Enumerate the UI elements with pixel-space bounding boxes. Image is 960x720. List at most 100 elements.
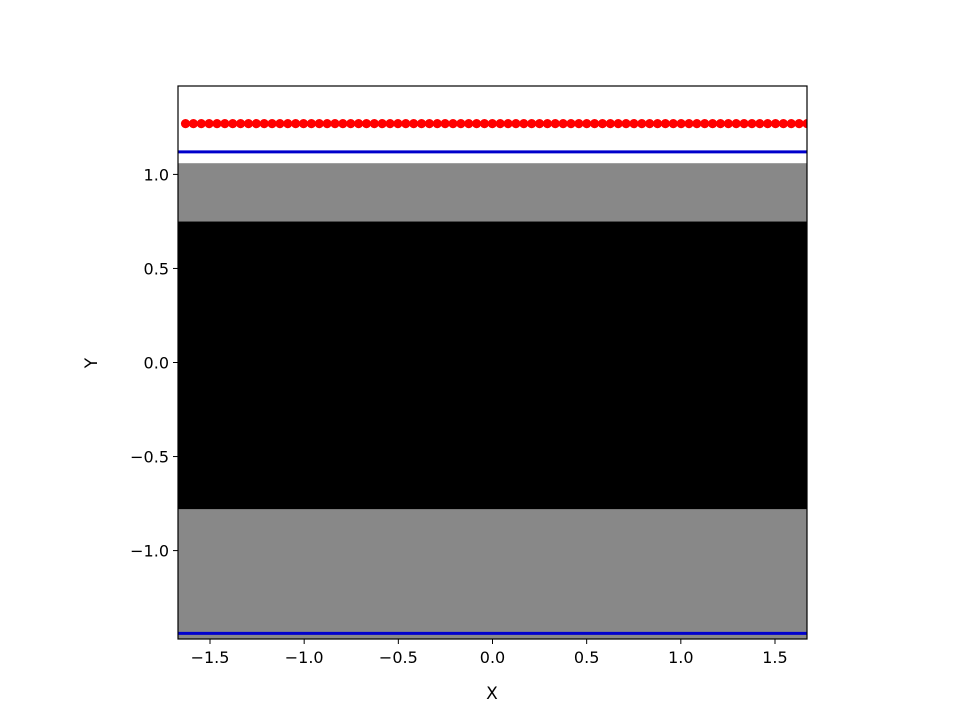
horizontal-lines — [178, 150, 807, 635]
y-tick-label: 0.0 — [144, 354, 169, 373]
scatter-point — [448, 119, 458, 129]
scatter-point — [314, 119, 324, 129]
scatter-point — [361, 119, 372, 129]
scatter-point — [574, 119, 584, 129]
heatmap-band-2 — [178, 163, 807, 222]
scatter-point — [613, 119, 623, 129]
scatter-point — [652, 119, 663, 129]
scatter-point — [527, 119, 537, 129]
scatter-point — [550, 119, 560, 129]
scatter-point — [204, 119, 214, 129]
scatter-point — [471, 119, 482, 129]
x-axis-label: X — [486, 684, 498, 704]
scatter-point — [338, 119, 348, 129]
scatter-point — [259, 119, 269, 129]
scatter-point — [519, 119, 529, 129]
scatter-point — [401, 119, 411, 129]
scatter-point — [566, 119, 576, 129]
scatter-point — [369, 119, 379, 129]
scatter-point — [306, 119, 316, 129]
scatter-point — [495, 119, 505, 129]
scatter-point — [684, 119, 694, 129]
scatter-point — [330, 119, 340, 129]
scatter-point — [243, 119, 254, 129]
scatter-point — [432, 119, 442, 129]
scatter-point — [180, 119, 191, 129]
scatter-point — [558, 119, 568, 129]
scatter-point — [424, 119, 434, 129]
scatter-point — [668, 119, 678, 129]
scatter-point — [621, 119, 631, 129]
scatter-point — [267, 119, 277, 129]
scatter-point — [629, 119, 639, 129]
scatter-point — [731, 119, 741, 129]
scatter-point — [228, 119, 238, 129]
scatter-point — [291, 119, 301, 129]
scatter-point — [440, 119, 450, 129]
scatter-point — [723, 119, 733, 129]
scatter-point — [503, 119, 513, 129]
x-tick-label: 0.5 — [574, 648, 599, 667]
scatter-point — [283, 119, 293, 129]
scatter-point — [275, 119, 285, 129]
scatter-point — [645, 119, 655, 129]
y-tick-label: −1.0 — [130, 542, 169, 561]
scatter-point — [212, 119, 222, 129]
scatter-point — [393, 119, 403, 129]
scatter-point — [479, 119, 490, 129]
scatter-point — [778, 119, 788, 129]
scatter-point — [385, 119, 395, 129]
y-axis-label: Y — [82, 357, 102, 369]
scatter-point — [786, 119, 796, 129]
scatter-point — [346, 119, 356, 129]
scatter-point — [637, 119, 647, 129]
scatter-point — [605, 119, 615, 129]
scatter-point — [660, 119, 670, 129]
scatter-point — [377, 119, 387, 129]
scatter-point — [511, 119, 521, 129]
scatter-point — [534, 119, 545, 129]
scatter-point — [755, 119, 765, 129]
scatter-point — [763, 119, 773, 129]
scatter-point — [456, 119, 466, 129]
scatter-point — [487, 119, 497, 129]
y-tick-label: −0.5 — [130, 448, 169, 467]
scatter-point — [770, 119, 781, 129]
y-tick-label: 1.0 — [144, 165, 169, 184]
y-tick-label: 0.5 — [144, 259, 169, 278]
x-tick-label: 1.5 — [762, 648, 787, 667]
scatter-point — [715, 119, 726, 129]
scatter-point — [597, 119, 608, 129]
scatter-point — [188, 119, 198, 129]
heatmap-bands — [178, 86, 807, 639]
scatter-point — [416, 119, 427, 129]
scatter-point — [220, 119, 230, 129]
heatmap-band-0 — [178, 509, 807, 639]
scatter-point — [464, 119, 474, 129]
scatter-point — [251, 119, 261, 129]
scatter-series — [180, 119, 807, 129]
scatter-point — [707, 119, 718, 129]
x-tick-label: −1.5 — [191, 648, 230, 667]
scatter-point — [196, 119, 206, 129]
y-axis-ticks: −1.0 −0.5 0.0 0.5 1.0 — [130, 165, 178, 561]
scatter-point — [409, 119, 419, 129]
scatter-point — [700, 119, 710, 129]
scatter-point — [298, 119, 309, 129]
scatter-point — [353, 119, 364, 129]
x-axis-ticks: −1.5 −1.0 −0.5 0.0 0.5 1.0 1.5 — [191, 639, 788, 667]
scatter-point — [322, 119, 332, 129]
x-tick-label: −1.0 — [285, 648, 324, 667]
scatter-point — [802, 119, 807, 129]
scatter-point — [676, 119, 686, 129]
scatter-point — [794, 119, 804, 129]
scatter-point — [235, 119, 246, 129]
x-tick-label: 0.0 — [480, 648, 505, 667]
scatter-point — [582, 119, 592, 129]
scatter-point — [589, 119, 600, 129]
x-tick-label: −0.5 — [379, 648, 418, 667]
x-tick-label: 1.0 — [668, 648, 693, 667]
heatmap-band-1 — [178, 221, 807, 510]
scatter-point — [542, 119, 552, 129]
